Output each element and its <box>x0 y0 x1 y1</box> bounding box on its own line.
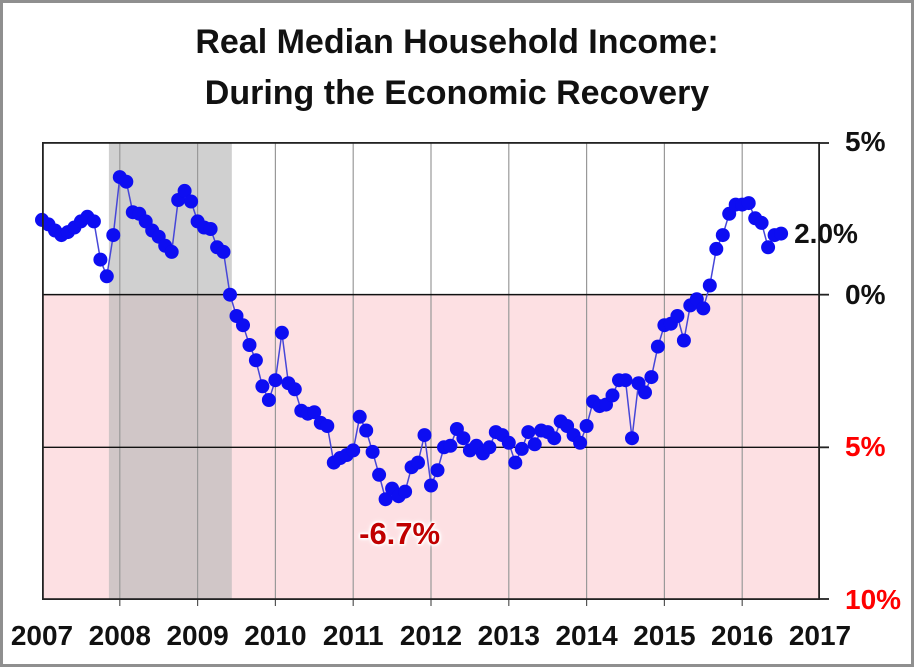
data-point <box>164 244 179 259</box>
data-point <box>216 244 231 259</box>
x-axis-label: 2008 <box>88 620 151 651</box>
chart-title-line2: During the Economic Recovery <box>204 74 710 112</box>
data-point <box>177 183 192 198</box>
data-point <box>119 174 134 189</box>
data-point <box>320 419 335 433</box>
data-point <box>372 467 387 482</box>
data-point <box>573 435 588 450</box>
data-point <box>378 492 393 507</box>
data-point <box>696 301 711 316</box>
x-axis-label: 2017 <box>788 620 852 651</box>
data-point <box>650 339 665 354</box>
y-axis-label: 5% <box>845 431 886 463</box>
data-point <box>424 478 438 493</box>
trough-annotation: -6.7% <box>359 516 441 552</box>
data-point <box>359 423 374 438</box>
data-point <box>268 373 283 388</box>
data-point <box>430 463 445 478</box>
data-point <box>106 228 121 243</box>
x-axis-label: 2014 <box>555 620 618 651</box>
data-point <box>287 382 302 397</box>
data-point <box>761 240 776 255</box>
data-point <box>411 455 425 470</box>
data-point <box>501 435 516 450</box>
data-point <box>618 373 633 388</box>
data-point <box>242 338 257 352</box>
x-axis-label: 2012 <box>399 620 463 651</box>
chart-title: Real Median Household Income: During the… <box>3 17 911 119</box>
data-point <box>709 241 724 256</box>
x-axis-label: 2015 <box>633 620 696 651</box>
data-point <box>508 455 523 470</box>
data-point <box>514 441 529 456</box>
data-point <box>346 443 361 458</box>
x-axis-label: 2011 <box>322 620 384 651</box>
data-point <box>741 196 756 211</box>
data-point <box>644 370 659 385</box>
x-axis-label: 2013 <box>477 620 540 651</box>
data-point <box>702 278 717 293</box>
x-axis-label: 2010 <box>244 620 307 651</box>
data-point <box>248 353 263 368</box>
x-axis-label: 2007 <box>10 620 74 651</box>
data-point <box>398 484 413 499</box>
data-point <box>184 194 199 209</box>
data-point <box>443 438 458 453</box>
data-point <box>521 425 536 440</box>
latest-value-annotation: 2.0% <box>794 217 858 249</box>
data-point <box>99 269 114 284</box>
data-point <box>223 287 237 302</box>
x-axis-label: 2016 <box>711 620 774 651</box>
data-point <box>605 388 620 403</box>
data-point <box>203 222 218 236</box>
data-point <box>774 226 789 241</box>
x-axis-label: 2009 <box>166 620 229 651</box>
data-point <box>307 405 322 420</box>
data-point <box>261 393 276 407</box>
chart-canvas <box>35 141 829 606</box>
data-point <box>638 385 652 400</box>
data-point <box>547 431 562 446</box>
y-axis-label: 5% <box>845 126 886 157</box>
recession-band <box>108 142 232 600</box>
data-point <box>579 419 594 433</box>
data-point <box>754 215 769 230</box>
data-point <box>456 431 471 446</box>
data-point <box>352 409 367 424</box>
data-point <box>255 379 270 394</box>
data-point <box>527 437 542 452</box>
data-point <box>274 325 289 340</box>
data-point <box>676 333 691 348</box>
data-point <box>670 309 685 323</box>
y-axis-label: 10% <box>845 584 902 615</box>
data-point <box>715 228 730 243</box>
data-point <box>417 428 432 443</box>
data-point <box>625 431 639 446</box>
plot-border <box>41 141 821 601</box>
data-point <box>365 444 380 459</box>
chart-title-line1: Real Median Household Income: <box>195 23 719 61</box>
data-point <box>236 318 250 333</box>
data-point <box>482 440 497 455</box>
data-point <box>93 252 108 267</box>
y-axis-label: 0% <box>845 278 886 310</box>
data-point <box>86 214 101 229</box>
